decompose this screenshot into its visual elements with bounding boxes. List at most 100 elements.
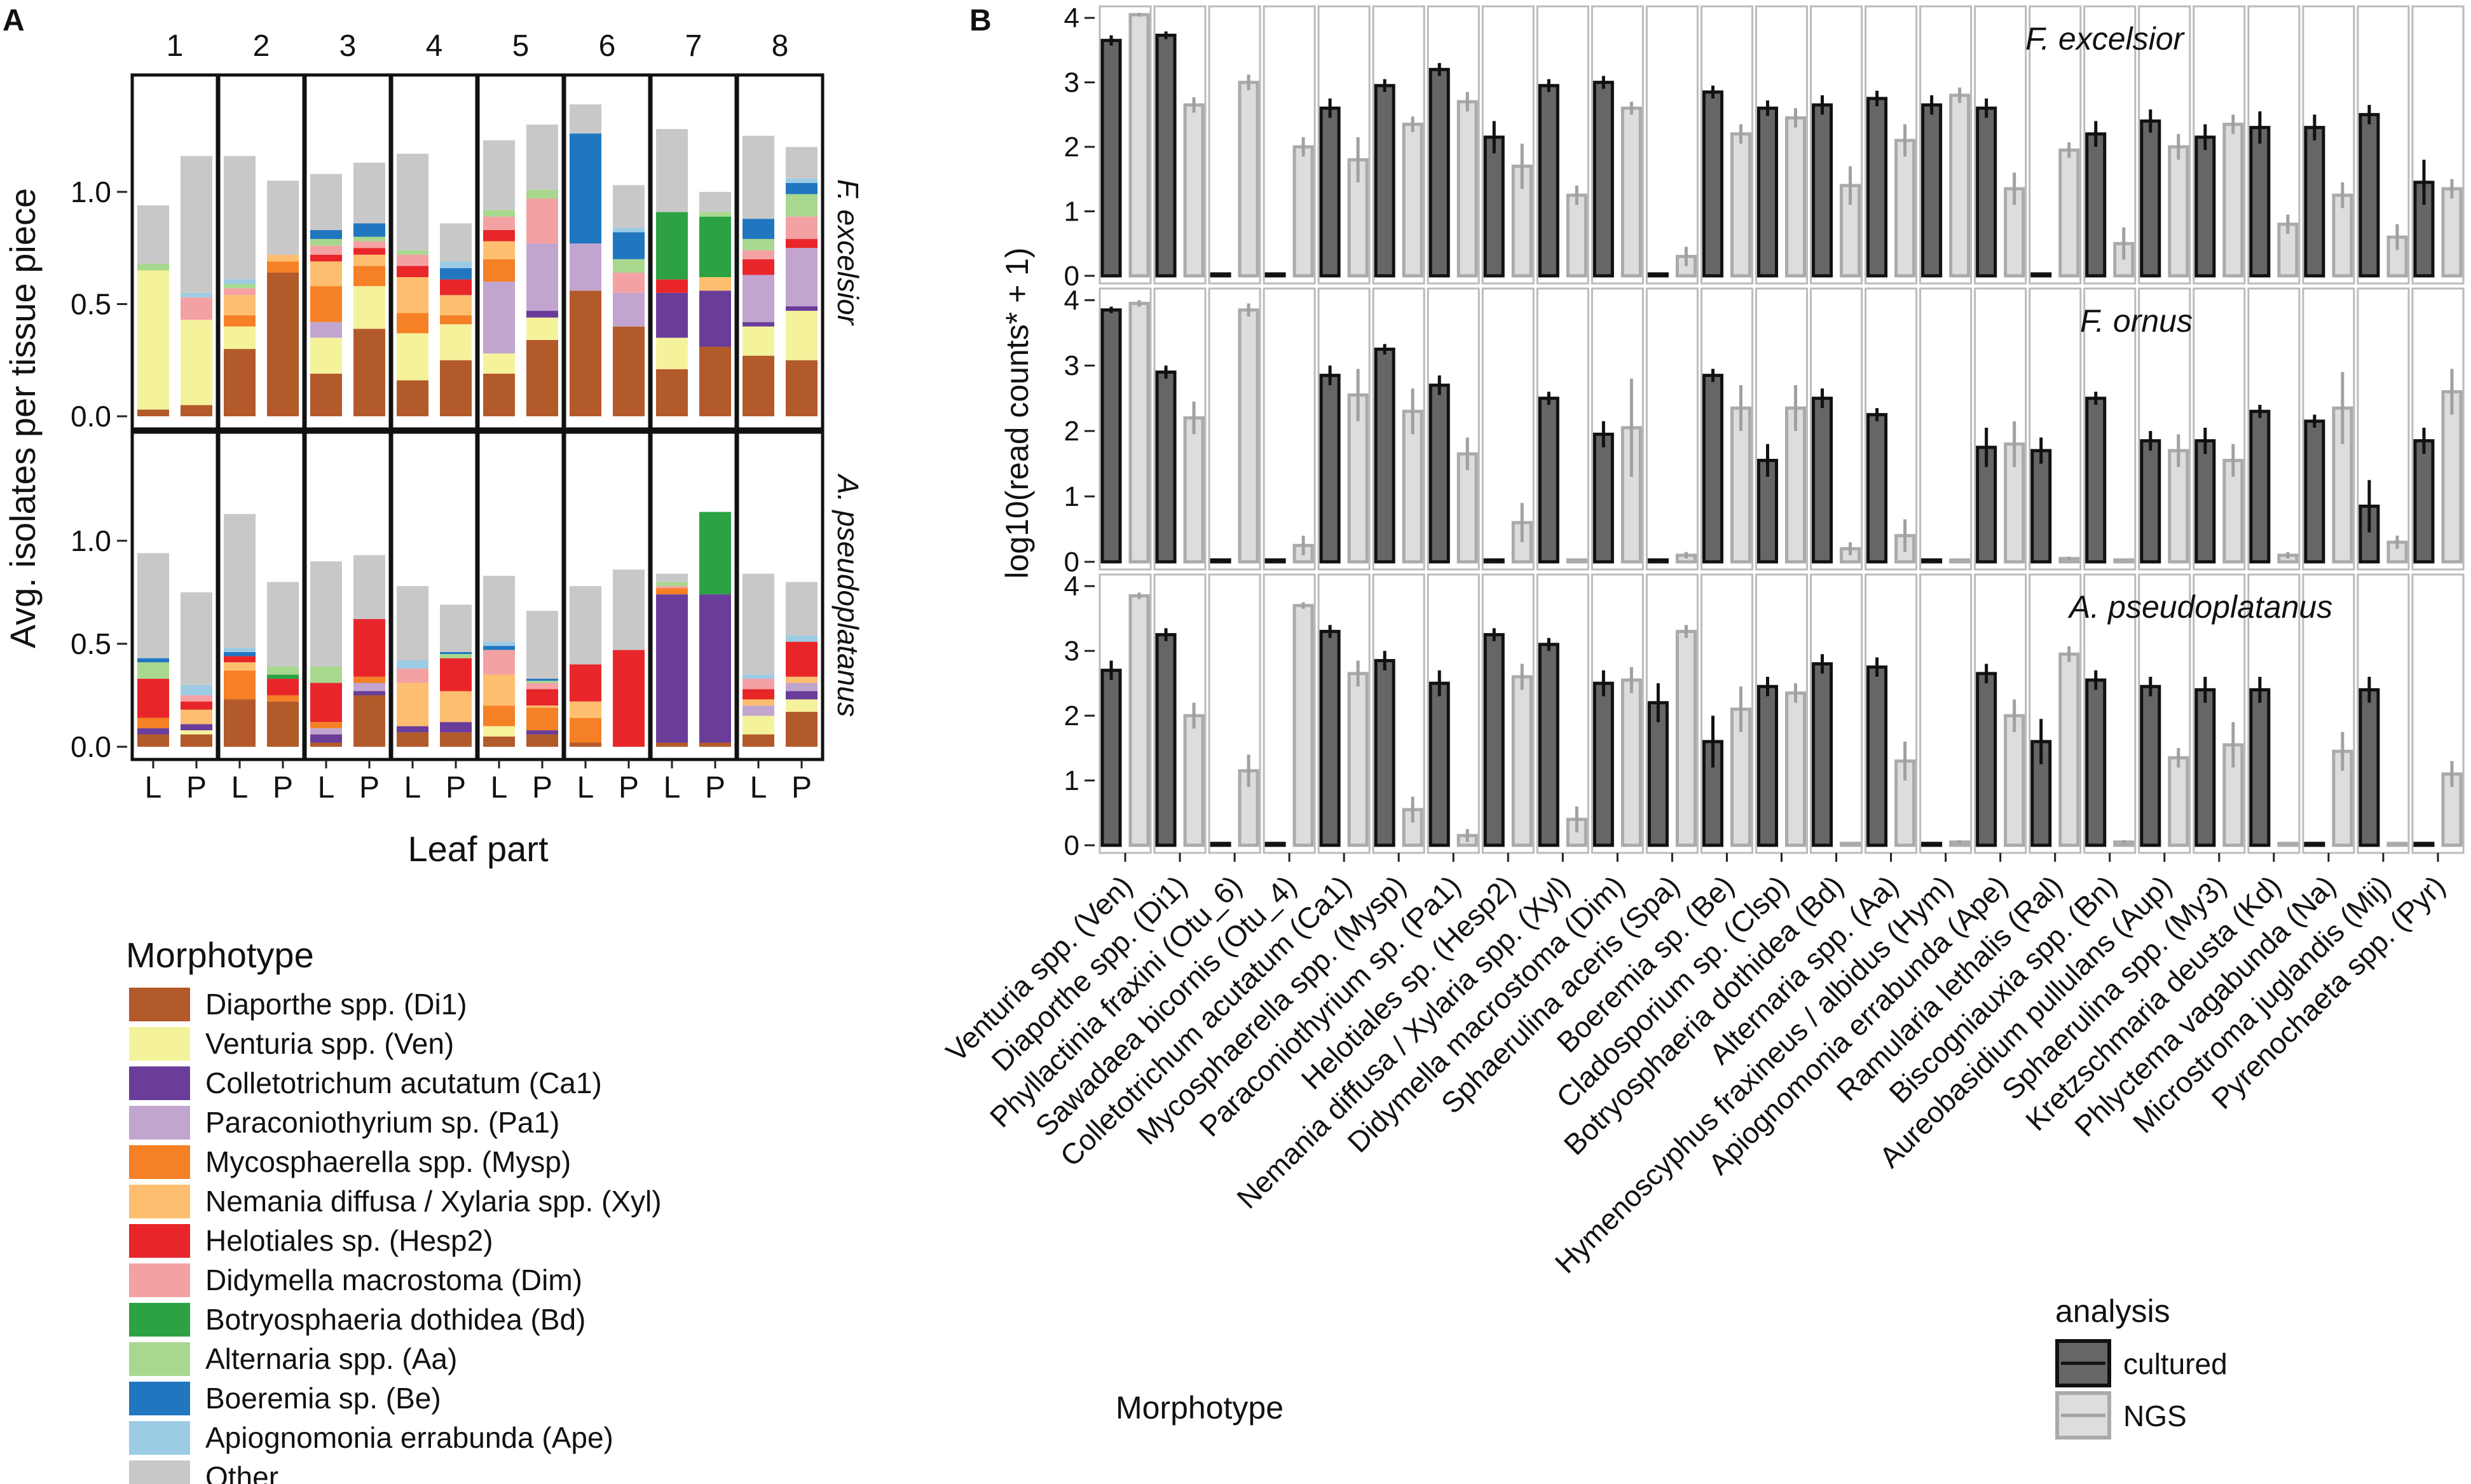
bar-cultured xyxy=(1483,633,1505,847)
facet-column-label: 8 xyxy=(772,29,789,63)
stack-segment-alternaria-spp-aa xyxy=(137,662,169,679)
stack-segment-didymella-macrostoma-dim xyxy=(526,683,558,690)
stack-segment-helotiales-sp-hesp2 xyxy=(397,266,428,278)
stack-segment-alternaria-spp-aa xyxy=(786,194,818,217)
stack-segment-didymella-macrostoma-dim xyxy=(526,198,558,244)
bar-ngs xyxy=(1730,406,1751,564)
stack-segment-diaporthe-spp-di1 xyxy=(526,734,558,747)
stack-segment-venturia-spp-ven xyxy=(786,699,818,712)
stack-segment-nemania-diffusa-xylaria-spp-xyl xyxy=(699,277,731,291)
facet-column-label: 3 xyxy=(339,29,357,63)
stack-segment-alternaria-spp-aa xyxy=(137,263,169,271)
category-panel xyxy=(1919,573,1973,854)
bar-ngs xyxy=(1456,100,1478,278)
stack-segment-boeremia-sp-be xyxy=(526,679,558,681)
stack-segment-diaporthe-spp-di1 xyxy=(397,732,428,747)
stack-segment-nemania-diffusa-xylaria-spp-xyl xyxy=(310,261,342,287)
stack-segment-colletotrichum-acutatum-ca1 xyxy=(786,306,818,311)
stack-segment-other xyxy=(440,604,472,652)
legend-swatch-didymella-macrostoma-dim xyxy=(128,1262,191,1298)
stack-segment-other xyxy=(224,514,256,648)
bar-cultured xyxy=(1866,412,1888,564)
stack-segment-diaporthe-spp-di1 xyxy=(137,409,169,416)
bar-cultured xyxy=(2085,132,2107,278)
bar-cultured xyxy=(1757,106,1778,278)
stack-segment-diaporthe-spp-di1 xyxy=(181,405,212,416)
stack-segment-paraconiothyrium-sp-pa1 xyxy=(483,282,515,354)
bar-ngs xyxy=(1620,678,1642,847)
stack-segment-alternaria-spp-aa xyxy=(397,250,428,255)
bar-cultured xyxy=(1374,347,1395,564)
y-tick-label: 0.0 xyxy=(71,400,111,433)
morphotype-legend: Morphotype Diaporthe spp. (Di1) Venturia … xyxy=(126,935,662,1484)
bar-cultured xyxy=(2249,688,2271,847)
bar-cultured xyxy=(1812,103,1833,278)
legend-label: Boeremia sp. (Be) xyxy=(205,1382,441,1415)
legend-label: Botryosphaeria dothidea (Bd) xyxy=(205,1303,585,1336)
legend-label: Didymella macrostoma (Dim) xyxy=(205,1263,582,1297)
stack-segment-botryosphaeria-dothidea-bd xyxy=(699,216,731,278)
bar-cultured xyxy=(1319,374,1341,564)
facet-row-label: F. excelsior xyxy=(832,179,865,326)
bar-cultured xyxy=(1483,135,1505,278)
stack-segment-boeremia-sp-be xyxy=(483,646,515,650)
stack-segment-didymella-macrostoma-dim xyxy=(224,288,256,296)
legend-swatch-alternaria-spp-aa xyxy=(128,1341,191,1377)
stack-segment-other xyxy=(440,223,472,262)
stack-segment-other xyxy=(353,162,385,224)
stack-segment-helotiales-sp-hesp2 xyxy=(743,259,774,275)
legend-label: Nemania diffusa / Xylaria spp. (Xyl) xyxy=(205,1185,662,1218)
stack-segment-venturia-spp-ven xyxy=(483,726,515,737)
stack-segment-other xyxy=(786,582,818,636)
y-tick-label: 1 xyxy=(1064,481,1079,512)
y-tick-label: 2 xyxy=(1064,416,1079,447)
stack-segment-other xyxy=(137,205,169,264)
stack-segment-other xyxy=(613,569,645,650)
stack-segment-apiognomonia-errabunda-ape xyxy=(224,648,256,652)
x-tick-label: P xyxy=(359,771,380,805)
stack-segment-diaporthe-spp-di1 xyxy=(224,349,256,416)
legend-label: Mycosphaerella spp. (Mysp) xyxy=(205,1145,571,1178)
stack-segment-helotiales-sp-hesp2 xyxy=(224,656,256,663)
stack-segment-venturia-spp-ven xyxy=(181,320,212,405)
stack-segment-helotiales-sp-hesp2 xyxy=(181,701,212,710)
stack-segment-mycosphaerella-spp-mysp xyxy=(570,718,601,743)
bar-ngs xyxy=(2004,714,2025,847)
stack-segment-nemania-diffusa-xylaria-spp-xyl xyxy=(440,691,472,723)
stack-segment-other xyxy=(181,156,212,293)
stack-segment-apiognomonia-errabunda-ape xyxy=(483,641,515,646)
bar-cultured xyxy=(2249,126,2271,278)
stack-segment-colletotrichum-acutatum-ca1 xyxy=(137,728,169,735)
y-tick-label: 1 xyxy=(1064,196,1079,228)
panel-b: log10(read counts* + 1) 0 1 2 3 4 F. excelsior… xyxy=(940,3,2465,1426)
stack-segment-nemania-diffusa-xylaria-spp-xyl xyxy=(224,295,256,316)
legend-label: NGS xyxy=(2123,1399,2187,1433)
legend-label: Venturia spp. (Ven) xyxy=(205,1027,454,1060)
legend-label: Helotiales sp. (Hesp2) xyxy=(205,1224,493,1257)
stack-segment-paraconiothyrium-sp-pa1 xyxy=(743,705,774,716)
bar-ngs xyxy=(1183,416,1205,564)
y-tick-label: 4 xyxy=(1064,285,1079,316)
stack-segment-diaporthe-spp-di1 xyxy=(224,699,256,747)
legend-swatch-mycosphaerella-spp-mysp xyxy=(128,1144,191,1180)
bar-ngs xyxy=(2277,841,2299,847)
stack-segment-paraconiothyrium-sp-pa1 xyxy=(743,275,774,322)
stack-segment-diaporthe-spp-di1 xyxy=(267,701,299,747)
facet-label: F. excelsior xyxy=(2025,21,2186,57)
stack-segment-nemania-diffusa-xylaria-spp-xyl xyxy=(570,701,601,718)
facet-column-label: 2 xyxy=(253,29,270,63)
y-tick-label: 0.5 xyxy=(71,627,111,660)
stack-segment-colletotrichum-acutatum-ca1 xyxy=(743,322,774,327)
bar-cultured xyxy=(1757,684,1778,847)
panel-b-letter: B xyxy=(969,4,992,37)
bar-ngs xyxy=(1566,193,1587,278)
stack-segment-mycosphaerella-spp-mysp xyxy=(353,266,385,287)
stack-segment-diaporthe-spp-di1 xyxy=(483,736,515,747)
stack-segment-boeremia-sp-be xyxy=(353,223,385,237)
bar-cultured xyxy=(2304,126,2325,278)
stack-segment-alternaria-spp-aa xyxy=(699,212,731,217)
bar-cultured xyxy=(1538,643,1559,847)
bar-ngs xyxy=(1128,13,1150,278)
bar-ngs xyxy=(2113,558,2135,564)
stack-segment-venturia-spp-ven xyxy=(743,716,774,735)
